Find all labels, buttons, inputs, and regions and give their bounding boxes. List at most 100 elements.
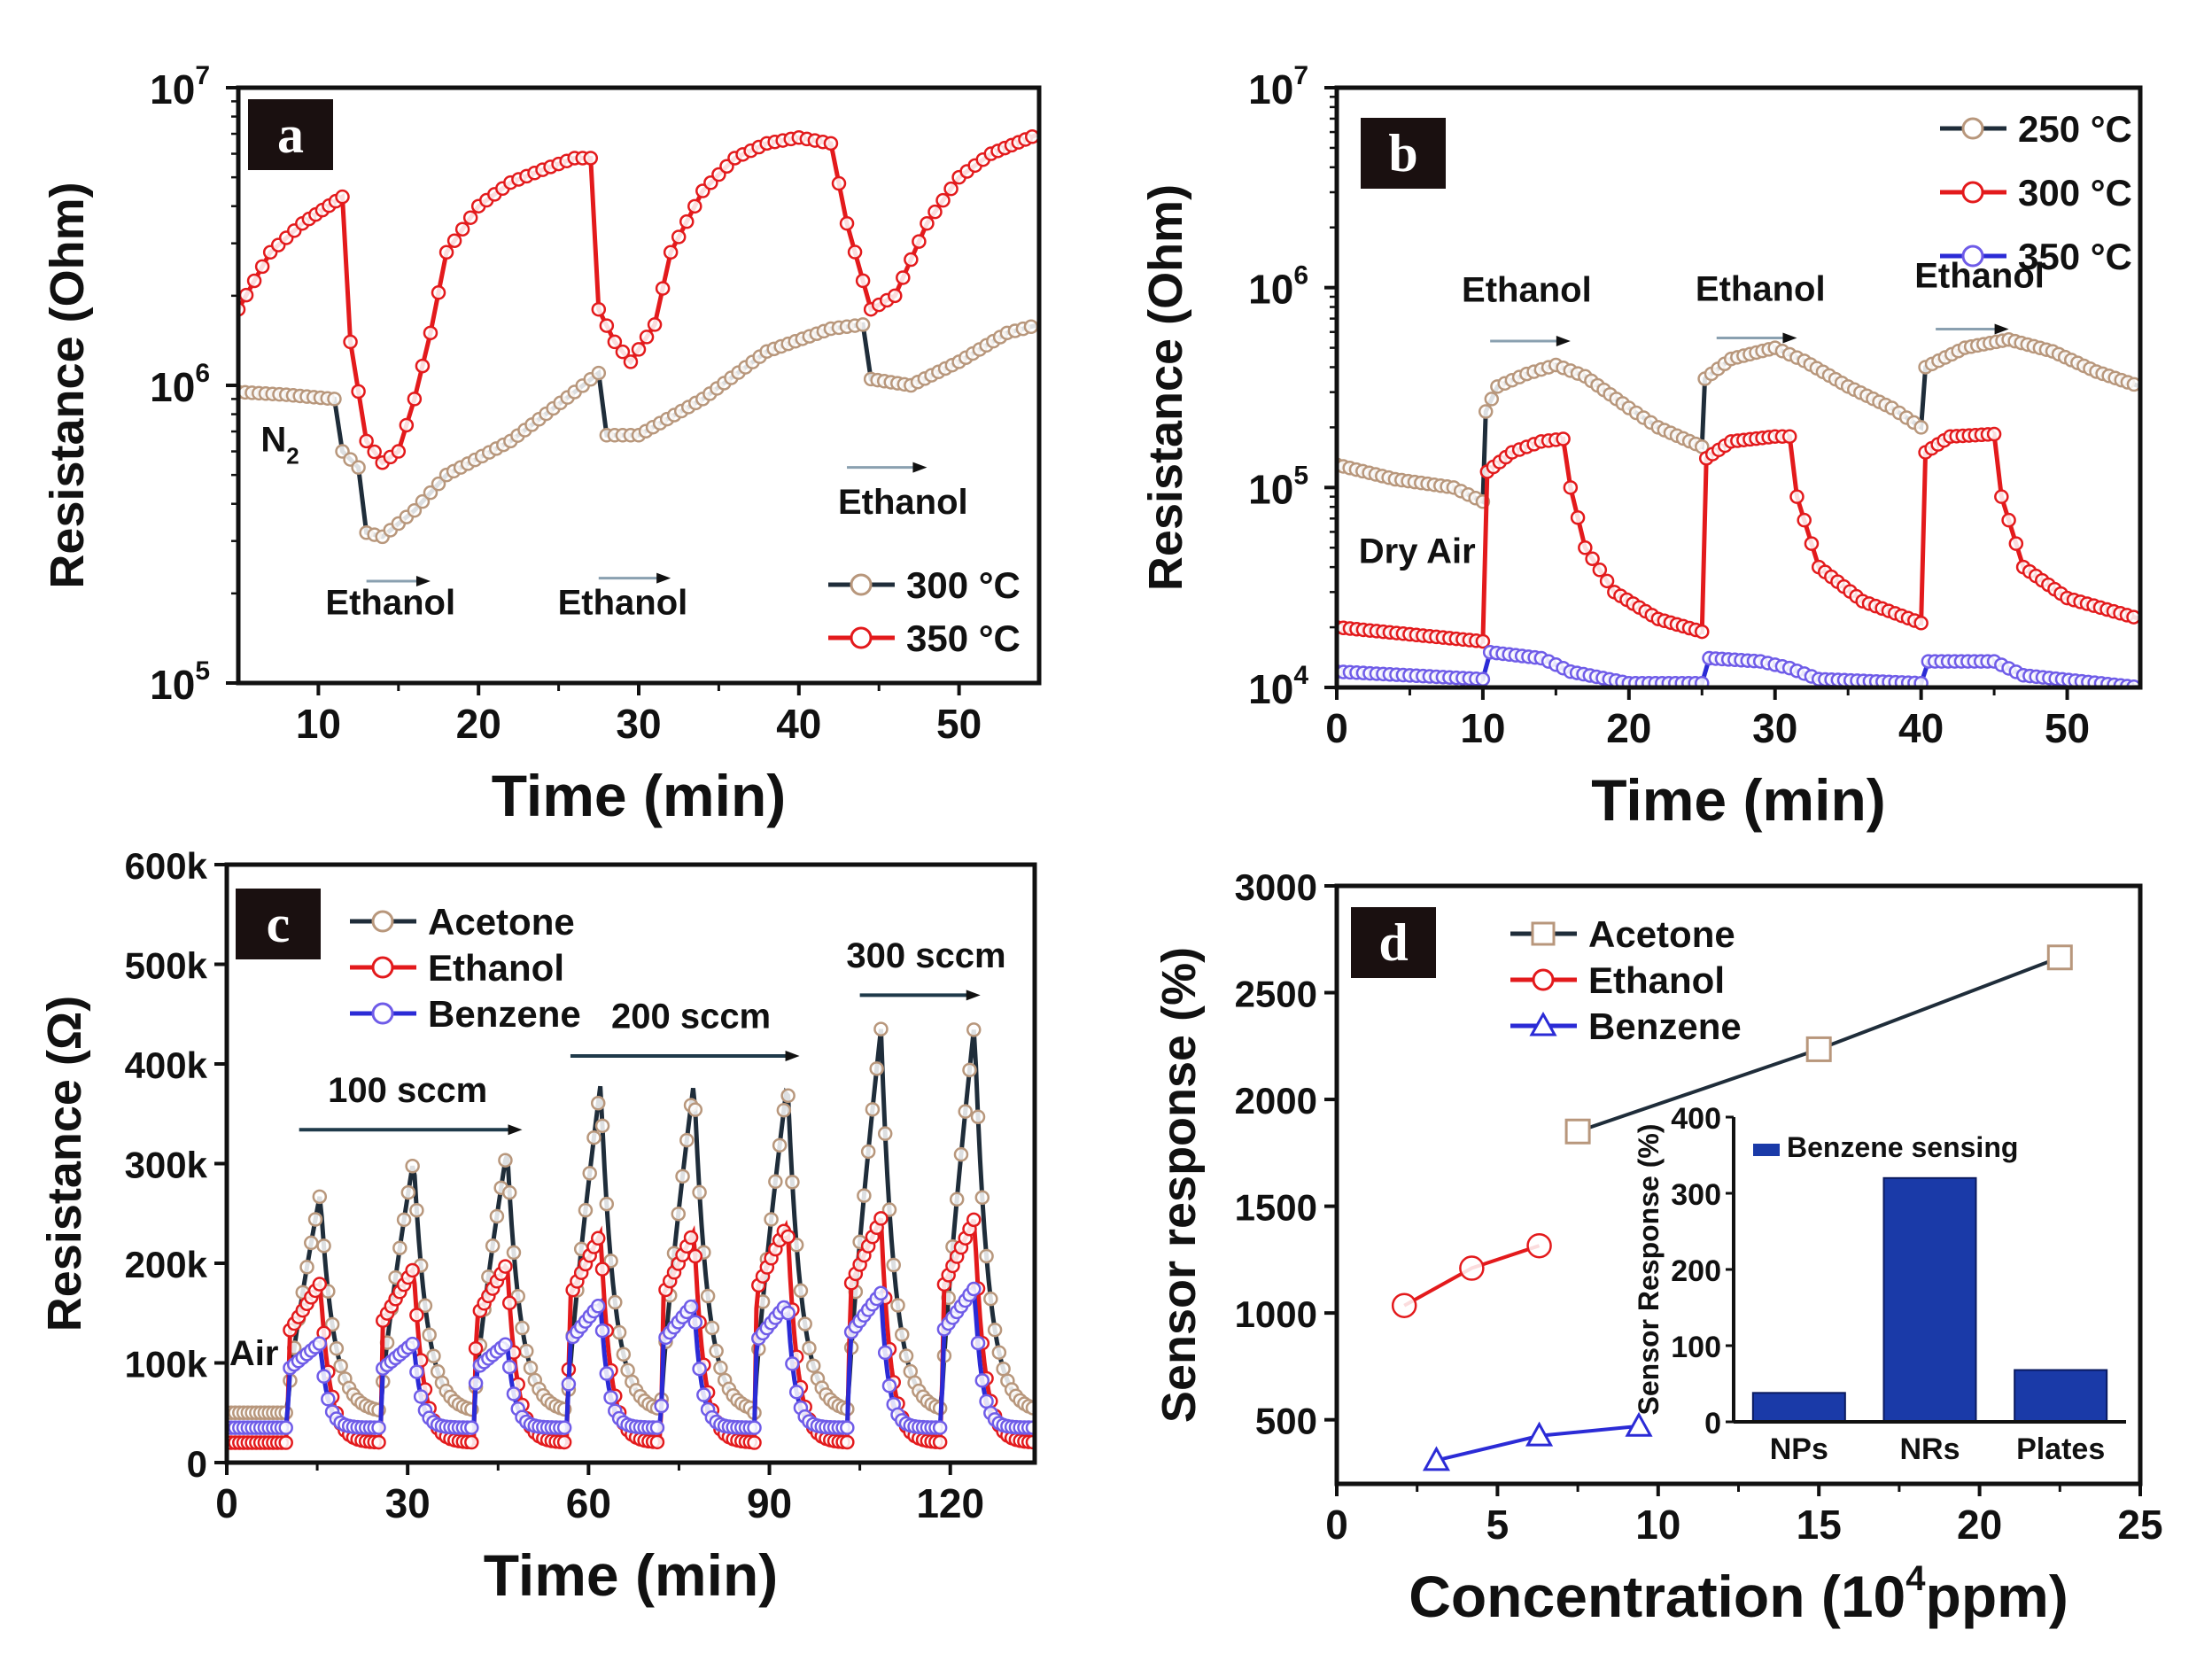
data-point <box>1570 510 1586 525</box>
data-point <box>987 1322 1003 1338</box>
series-group <box>227 1021 1035 1450</box>
data-point <box>949 1192 965 1207</box>
data-point <box>523 1360 539 1376</box>
data-point <box>983 1291 998 1307</box>
x-tick-label: 25 <box>2117 1502 2162 1548</box>
data-point <box>647 317 663 332</box>
inset-y-axis-title: Sensor Response (%) <box>1633 1124 1665 1416</box>
annotation: Ethanol <box>1914 257 2045 296</box>
y-tick-label: 600k <box>125 845 208 887</box>
data-point <box>655 281 671 296</box>
data-point <box>654 1398 669 1414</box>
data-point <box>561 1377 577 1392</box>
legend-label: 350 °C <box>906 617 1021 659</box>
data-point <box>556 1420 572 1435</box>
data-point <box>501 1184 517 1200</box>
data-point <box>953 1146 969 1162</box>
arrow-head <box>508 1124 523 1136</box>
legend-item: Ethanol <box>350 947 564 989</box>
data-point <box>823 136 839 151</box>
x-tick-label: 30 <box>1752 705 1797 751</box>
data-point <box>639 330 655 345</box>
data-point <box>299 1260 314 1275</box>
data-point <box>417 1298 433 1314</box>
data-point <box>312 1336 328 1351</box>
data-point <box>1781 429 1797 444</box>
data-point <box>932 1434 948 1450</box>
annotation: Air <box>229 1334 279 1373</box>
annotation: Ethanol <box>1462 271 1592 310</box>
data-point <box>316 1369 331 1384</box>
data-point <box>780 1229 796 1245</box>
legend-label: Acetone <box>1588 913 1735 955</box>
data-point <box>1475 633 1491 649</box>
x-axis-title-exponent: 4 <box>1905 1559 1926 1598</box>
legend-marker <box>850 626 873 649</box>
data-point <box>591 365 607 381</box>
data-point <box>316 1238 331 1254</box>
data-point <box>788 1385 804 1400</box>
data-point <box>855 317 871 332</box>
data-point <box>869 1061 884 1076</box>
data-point <box>351 460 366 475</box>
legend-marker <box>1531 921 1556 946</box>
data-point <box>327 392 342 407</box>
plot-frame <box>1334 85 2143 690</box>
data-point <box>780 1305 796 1321</box>
data-point <box>831 175 847 191</box>
legend-item: Benzene <box>350 993 581 1035</box>
legend-marker <box>1532 968 1555 991</box>
data-point <box>2008 536 2024 551</box>
bar-nrs <box>1882 1176 1977 1424</box>
data-point <box>896 270 911 285</box>
data-point <box>979 1248 994 1264</box>
data-point <box>890 1298 905 1313</box>
panel-c: 0 30 60 90 120 0 100k 200k 300k 400k 500k 600k Time … <box>38 845 1037 1608</box>
y-tick-label: 400k <box>125 1044 208 1086</box>
data-point <box>840 1420 855 1435</box>
panel-label: c <box>267 895 291 953</box>
panel-b: 0 10 20 30 40 50 104 105 106 107 Time (min) Resista… <box>1139 61 2143 833</box>
data-point <box>590 1096 606 1111</box>
data-point <box>877 1126 893 1141</box>
data-point <box>1592 563 1608 578</box>
panel-label-box <box>236 889 321 959</box>
data-point <box>454 221 470 237</box>
data-point <box>772 1137 788 1153</box>
data-point <box>321 1392 336 1407</box>
data-point <box>1578 540 1593 555</box>
data-point <box>1025 129 1039 144</box>
data-point <box>501 1359 517 1375</box>
arrow-head <box>785 1051 800 1061</box>
series-group <box>1391 944 2073 1471</box>
x-axis-title: Time (min) <box>492 763 786 828</box>
data-point <box>692 1361 707 1377</box>
data-point <box>2001 512 2016 528</box>
data-point <box>935 192 951 208</box>
annotation: Dry Air <box>1359 532 1476 571</box>
data-point <box>1525 1421 1554 1447</box>
x-tick-label: 10 <box>296 701 341 747</box>
data-point <box>1478 404 1494 419</box>
arrow-head <box>415 575 431 586</box>
data-point <box>840 1434 855 1450</box>
data-point <box>431 285 446 300</box>
series-group <box>238 129 1039 545</box>
data-point <box>855 273 871 289</box>
data-point <box>1913 616 1929 631</box>
data-point <box>663 245 679 260</box>
data-point <box>335 189 350 205</box>
data-point <box>683 1299 699 1315</box>
y-tick-label: 500k <box>125 945 208 987</box>
arrow-head <box>656 572 671 584</box>
data-point <box>747 1420 762 1435</box>
x-tick-label: 0 <box>1325 1502 1348 1548</box>
data-point <box>847 245 863 260</box>
y-axis-title: Resistance (Ohm) <box>41 182 94 588</box>
legend-label: 300 °C <box>2018 172 2132 213</box>
x-tick-label: 30 <box>385 1480 431 1526</box>
y-tick-exponent: 6 <box>195 359 210 388</box>
data-point <box>860 1144 876 1160</box>
y-tick-exponent: 7 <box>1293 61 1308 90</box>
data-point <box>974 1190 990 1206</box>
